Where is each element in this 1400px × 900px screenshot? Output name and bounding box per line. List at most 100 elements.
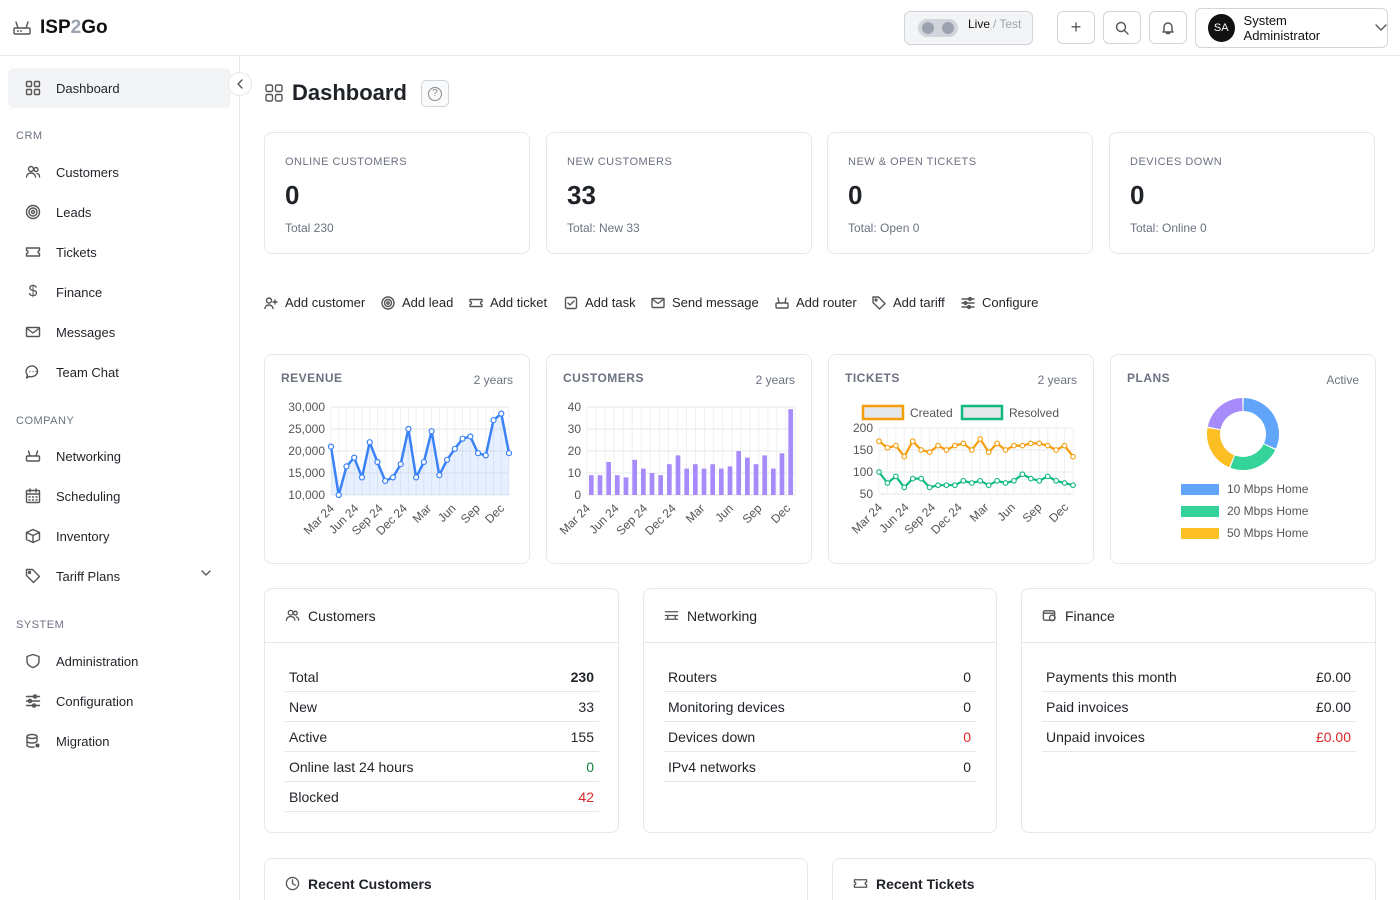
add-customer-button[interactable]: Add customer (264, 295, 365, 310)
app-name: ISP2Go (40, 17, 108, 38)
users-icon (25, 164, 41, 180)
sidebar-item-migration[interactable]: Migration (8, 721, 231, 761)
mode-label: Live / Test (968, 17, 1022, 31)
table-row: Unpaid invoices £0.00 (1042, 722, 1356, 752)
router-icon (775, 296, 789, 310)
x-tick-label: Sep (458, 501, 483, 526)
tickets-point (901, 453, 908, 460)
sidebar-item-dashboard[interactable]: Dashboard (8, 68, 231, 108)
y-tick-label: 50 (860, 487, 874, 501)
notifications-button[interactable] (1149, 11, 1187, 44)
stat-online-customers[interactable]: ONLINE CUSTOMERS 0 Total 230 (264, 132, 530, 254)
collapse-sidebar-button[interactable] (228, 72, 252, 96)
live-test-toggle[interactable]: Live / Test (904, 11, 1033, 45)
networking-panel: Networking Routers 0 Monitoring devices 0 … (643, 588, 997, 833)
tickets-point (918, 475, 925, 482)
legend-item-50mbps[interactable]: 50 Mbps Home (1181, 526, 1308, 540)
legend-swatch (1181, 527, 1219, 539)
send-message-button[interactable]: Send message (651, 295, 759, 310)
row-value: 0 (963, 698, 971, 715)
nav-section-company: COMPANY (16, 415, 75, 427)
sidebar-item-networking[interactable]: Networking (8, 436, 231, 476)
chart-range-selector[interactable]: 2 years (1037, 373, 1077, 387)
row-value: 33 (578, 698, 594, 715)
legend-item-20mbps[interactable]: 20 Mbps Home (1181, 504, 1308, 518)
tickets-series-line (878, 471, 1074, 489)
add-tariff-button[interactable]: Add tariff (872, 295, 945, 310)
add-ticket-button[interactable]: Add ticket (469, 295, 547, 310)
mode-switch[interactable] (918, 19, 958, 37)
legend-label: 10 Mbps Home (1227, 482, 1309, 496)
sidebar-item-label: Networking (56, 448, 122, 464)
add-task-button[interactable]: Add task (564, 295, 636, 310)
sidebar-item-scheduling[interactable]: Scheduling (8, 476, 231, 516)
router-icon (12, 20, 32, 36)
search-button[interactable] (1103, 11, 1141, 44)
sidebar-item-configuration[interactable]: Configuration (8, 681, 231, 721)
app-logo[interactable]: ISP2Go (12, 17, 108, 39)
sidebar-item-administration[interactable]: Administration (8, 641, 231, 681)
bell-icon (1161, 21, 1175, 35)
revenue-point (343, 463, 350, 470)
add-router-button[interactable]: Add router (775, 295, 857, 310)
stat-sub: Total: Online 0 (1130, 221, 1207, 235)
tickets-point (968, 480, 975, 486)
nav-section-system: SYSTEM (16, 619, 65, 631)
chart-range-selector[interactable]: 2 years (755, 373, 795, 387)
checkbox-icon (564, 296, 578, 310)
sidebar-item-finance[interactable]: $ Finance (8, 272, 231, 312)
x-tick-label: Jun (435, 501, 459, 525)
tickets-series-line (878, 437, 1074, 458)
stat-new-customers[interactable]: NEW CUSTOMERS 33 Total: New 33 (546, 132, 812, 254)
ticket-icon (469, 296, 483, 310)
row-value: 42 (578, 788, 594, 805)
x-tick-label: Sep (740, 501, 765, 526)
revenue-point (498, 410, 505, 417)
plan-slice (1230, 444, 1276, 470)
sidebar-item-leads[interactable]: Leads (8, 192, 231, 232)
sidebar-item-messages[interactable]: Messages (8, 312, 231, 352)
plan-slice (1243, 398, 1279, 449)
sidebar-item-inventory[interactable]: Inventory (8, 516, 231, 556)
page-title: Dashboard (264, 80, 407, 106)
user-menu[interactable]: SA System Administrator (1195, 8, 1388, 48)
stat-devices-down[interactable]: DEVICES DOWN 0 Total: Online 0 (1109, 132, 1375, 254)
tickets-point (926, 484, 933, 491)
help-button[interactable]: ? (421, 80, 449, 107)
revenue-point (474, 450, 482, 457)
tag-icon (872, 295, 886, 310)
tickets-point (1053, 447, 1059, 453)
sidebar-item-tariff-plans[interactable]: Tariff Plans (8, 556, 231, 596)
stat-open-tickets[interactable]: NEW & OPEN TICKETS 0 Total: Open 0 (827, 132, 1093, 254)
revenue-point (459, 435, 466, 442)
sidebar-item-customers[interactable]: Customers (8, 152, 231, 192)
table-row: IPv4 networks 0 (664, 752, 976, 782)
quick-action-label: Add tariff (893, 295, 945, 310)
tickets-point (1053, 477, 1059, 484)
legend-item-10mbps[interactable]: 10 Mbps Home (1181, 482, 1308, 496)
sidebar-item-tickets[interactable]: Tickets (8, 232, 231, 272)
chart-range-selector[interactable]: Active (1326, 373, 1359, 387)
sidebar-item-team-chat[interactable]: Team Chat (8, 352, 231, 392)
tickets-point (943, 482, 950, 489)
sliders-icon (961, 296, 975, 310)
page-title-text: Dashboard (292, 80, 407, 105)
add-button[interactable]: + (1057, 11, 1095, 44)
add-lead-button[interactable]: Add lead (381, 295, 453, 310)
stat-value: 0 (1130, 180, 1145, 210)
customers-bar (667, 464, 672, 495)
customers-bar (710, 464, 715, 495)
chart-range-selector[interactable]: 2 years (473, 373, 513, 387)
sliders-icon (25, 693, 41, 709)
configure-button[interactable]: Configure (961, 295, 1038, 310)
legend-label: Resolved (1009, 406, 1059, 420)
x-tick-label: Dec (768, 501, 793, 526)
wallet-icon (1042, 608, 1057, 623)
tickets-point (943, 447, 950, 453)
legend-swatch (861, 404, 905, 421)
row-value: £0.00 (1315, 668, 1351, 685)
tickets-point (884, 480, 891, 486)
tickets-point (1011, 477, 1017, 484)
